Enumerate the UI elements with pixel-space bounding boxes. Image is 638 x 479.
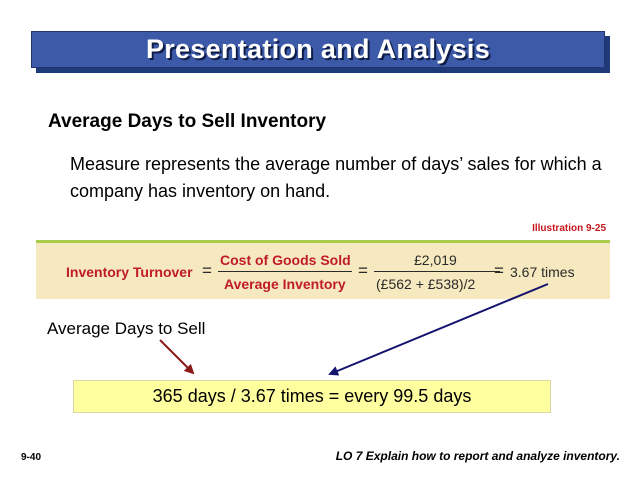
- arrow-from-turnover: [328, 283, 549, 376]
- calculation-text: 365 days / 3.67 times = every 99.5 days: [152, 386, 472, 406]
- illustration-label: Illustration 9-25: [532, 223, 606, 234]
- slide-title: Presentation and Analysis: [145, 34, 491, 64]
- formula-panel: Inventory Turnover = Cost of Goods Sold …: [36, 240, 610, 299]
- section-heading: Average Days to Sell Inventory: [48, 111, 327, 132]
- formula-result: 3.67 times: [510, 264, 575, 280]
- formula-denominator-label: Average Inventory: [224, 276, 346, 292]
- learning-objective: LO 7 Explain how to report and analyze i…: [335, 449, 620, 463]
- arrow-to-result-left: [159, 339, 195, 375]
- formula-equals-sign-3: =: [494, 261, 504, 280]
- title-bar: Presentation and Analysis: [31, 31, 605, 68]
- formula-equals-sign: =: [202, 261, 212, 280]
- formula-fraction-line-2: [374, 271, 500, 272]
- slide-number: 9-40: [21, 452, 42, 463]
- formula-fraction-line: [218, 271, 352, 272]
- average-days-label: Average Days to Sell: [47, 319, 206, 338]
- formula-equals-sign-2: =: [358, 261, 368, 280]
- formula-numerator-label: Cost of Goods Sold: [220, 252, 351, 268]
- formula-name: Inventory Turnover: [66, 264, 193, 280]
- description-text: Measure represents the average number of…: [70, 154, 602, 201]
- formula-denominator-value: (£562 + £538)/2: [376, 276, 476, 292]
- calculation-result-box: 365 days / 3.67 times = every 99.5 days: [73, 380, 551, 413]
- formula-numerator-value: £2,019: [414, 252, 457, 268]
